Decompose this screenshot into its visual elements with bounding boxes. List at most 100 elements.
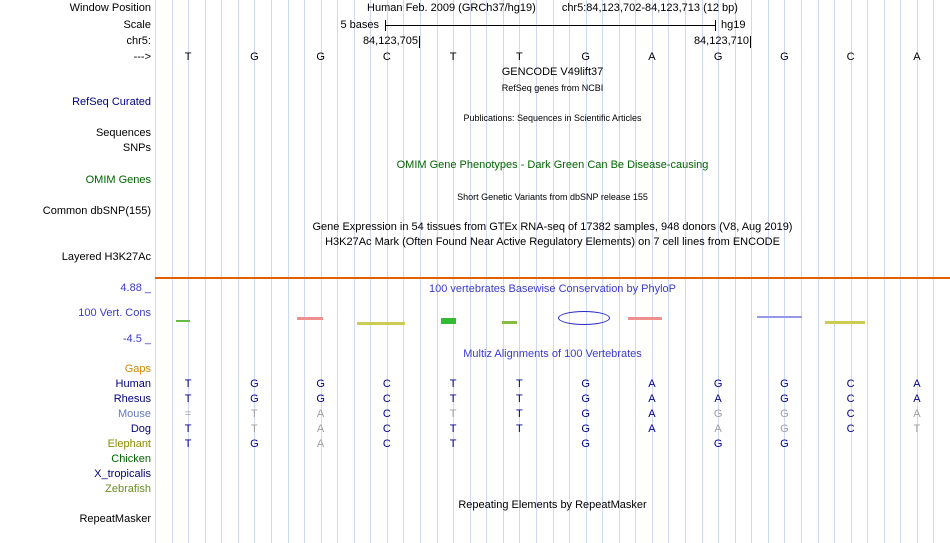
coordinate-right: 84,123,710 [693, 35, 749, 47]
gridline [287, 0, 289, 543]
species-label-mouse[interactable]: Mouse [117, 408, 151, 420]
alignment-base: A [913, 378, 921, 390]
gridline [850, 0, 852, 543]
gridline [469, 0, 471, 543]
scale-value: 5 bases [340, 19, 379, 31]
gridline [502, 0, 504, 543]
track-title-omim[interactable]: OMIM Gene Phenotypes - Dark Green Can Be… [396, 159, 709, 171]
track-label-repeatmasker[interactable]: RepeatMasker [79, 513, 151, 525]
gridline [204, 0, 206, 543]
alignment-base: G [713, 408, 723, 420]
gridline [221, 0, 223, 543]
alignment-base: T [449, 378, 457, 390]
alignment-base: T [516, 378, 523, 390]
gridline [519, 0, 521, 543]
track-title-gencode[interactable]: GENCODE V49lift37 [501, 66, 604, 78]
conservation-mark [357, 322, 405, 325]
alignment-base: A [714, 393, 722, 405]
gridline [386, 0, 388, 543]
alignment-base: A [913, 393, 921, 405]
coordinate-tick [419, 36, 420, 48]
alignment-base: C [382, 423, 391, 435]
alignment-base: C [382, 408, 391, 420]
gridline [403, 0, 405, 543]
alignment-base: G [316, 378, 325, 390]
genome-title: Human Feb. 2009 (GRCh37/hg19) [367, 2, 536, 14]
track-label-sequences[interactable]: Sequences [95, 127, 151, 139]
conservation-mark [825, 321, 865, 324]
gridline [486, 0, 488, 543]
track-title-gtex[interactable]: Gene Expression in 54 tissues from GTEx … [312, 221, 793, 233]
gridline [701, 0, 703, 543]
track-label-refseq-curated[interactable]: RefSeq Curated [72, 96, 151, 108]
track-label-omim-genes[interactable]: OMIM Genes [85, 174, 151, 186]
species-label-x-tropicalis[interactable]: X_tropicalis [94, 468, 151, 480]
ruler-base-letter: G [250, 51, 259, 63]
species-label-gaps[interactable]: Gaps [124, 363, 151, 375]
track-label-layered-h3k27ac[interactable]: Layered H3K27Ac [61, 251, 151, 263]
conservation-mark [176, 320, 190, 322]
gridline [535, 0, 537, 543]
ruler-base-letter: G [581, 51, 590, 63]
track-title-publications[interactable]: Publications: Sequences in Scientific Ar… [463, 113, 642, 123]
coordinate-tick [750, 36, 751, 48]
ruler-base-letter: G [316, 51, 325, 63]
track-label-vert-cons[interactable]: 100 Vert. Cons [78, 307, 151, 319]
gridline [585, 0, 587, 543]
gridline [188, 0, 190, 543]
ruler-base-letter: A [648, 51, 656, 63]
alignment-base: C [846, 393, 855, 405]
species-label-rhesus[interactable]: Rhesus [113, 393, 151, 405]
scale-ruler-line [385, 25, 716, 26]
gridline [651, 0, 653, 543]
gridline [867, 0, 869, 543]
gridline [933, 0, 935, 543]
alignment-base: G [780, 408, 789, 420]
ruler-base-letter: T [516, 51, 523, 63]
window-position-row: Human Feb. 2009 (GRCh37/hg19) chr5:84,123… [155, 2, 950, 15]
species-label-human[interactable]: Human [115, 378, 151, 390]
track-title-dbsnp[interactable]: Short Genetic Variants from dbSNP releas… [457, 192, 648, 202]
alignment-base: A [648, 378, 656, 390]
conservation-mark [297, 317, 323, 320]
species-label-elephant[interactable]: Elephant [107, 438, 151, 450]
alignment-base: G [250, 438, 259, 450]
alignment-base: C [846, 378, 855, 390]
track-title-gencode-sub[interactable]: RefSeq genes from NCBI [501, 83, 604, 93]
track-label-cons-max[interactable]: 4.88 _ [120, 282, 151, 294]
gridline [767, 0, 769, 543]
alignment-base: G [780, 438, 789, 450]
alignment-base: T [913, 423, 921, 435]
ruler-base-letter: C [846, 51, 855, 63]
species-label-chicken[interactable]: Chicken [111, 453, 151, 465]
gridline [304, 0, 306, 543]
track-label-common-dbsnp[interactable]: Common dbSNP(155) [42, 205, 151, 217]
species-label-dog[interactable]: Dog [130, 423, 151, 435]
track-label-strand[interactable]: ---> [133, 51, 151, 63]
track-label-snps[interactable]: SNPs [122, 142, 151, 154]
scale-ruler-left-tick [385, 20, 386, 31]
track-title-multiz[interactable]: Multiz Alignments of 100 Vertebrates [463, 348, 642, 360]
assembly-label: hg19 [721, 19, 746, 31]
track-title-phylop[interactable]: 100 vertebrates Basewise Conservation by… [428, 283, 677, 295]
alignment-base: C [846, 423, 855, 435]
species-label-zebrafish[interactable]: Zebrafish [105, 483, 151, 495]
gridline [552, 0, 554, 543]
alignment-base: G [250, 378, 259, 390]
gridline [453, 0, 455, 543]
gridline [751, 0, 753, 543]
track-label-chrom[interactable]: chr5: [126, 35, 151, 47]
track-label-cons-min[interactable]: -4.5 _ [122, 333, 151, 345]
alignment-base: A [316, 423, 325, 435]
ruler-base-letter: T [449, 51, 457, 63]
alignment-base: T [184, 423, 192, 435]
alignment-base: T [449, 393, 457, 405]
track-label-scale[interactable]: Scale [123, 19, 151, 31]
conservation-mark [628, 317, 662, 320]
gridline [353, 0, 355, 543]
ruler-base-letter: T [184, 51, 192, 63]
track-label-window-position[interactable]: Window Position [69, 2, 151, 14]
track-title-repeatmasker-title[interactable]: Repeating Elements by RepeatMasker [458, 499, 647, 511]
track-title-h3k27ac[interactable]: H3K27Ac Mark (Often Found Near Active Re… [325, 236, 780, 248]
alignment-base: A [316, 408, 325, 420]
